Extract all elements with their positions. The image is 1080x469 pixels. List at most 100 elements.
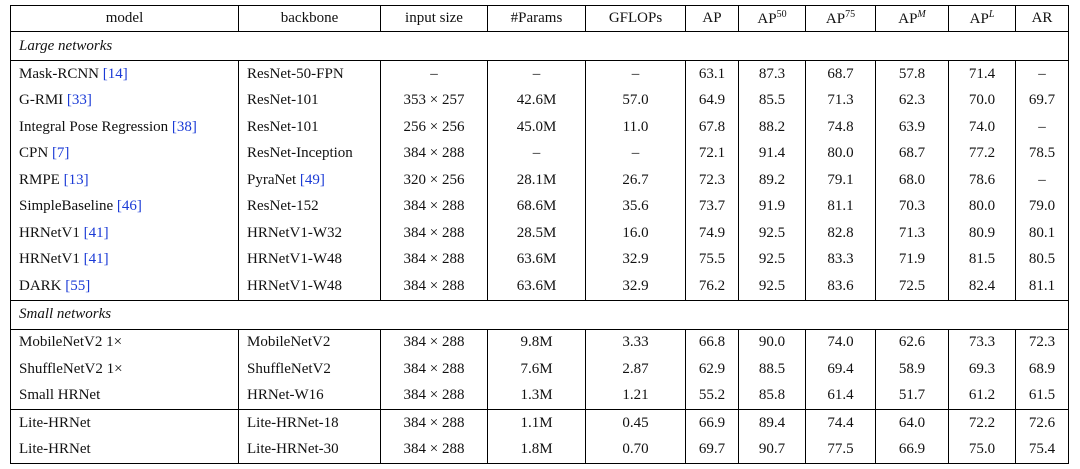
table-cell: 75.0: [948, 436, 1016, 464]
header-sup: 75: [845, 9, 856, 20]
header-text: AP: [969, 11, 989, 27]
table-cell: –: [380, 60, 488, 88]
table-cell: 1.21: [585, 382, 686, 410]
table-cell: 69.3: [948, 356, 1016, 383]
citation: [7]: [51, 145, 70, 162]
table-cell: Integral Pose Regression [38]: [10, 114, 239, 141]
table-row: ShuffleNetV2 1× ShuffleNetV2 384 × 288 7.6M…: [10, 356, 1069, 383]
table-cell: –: [1015, 167, 1069, 194]
table-cell: HRNetV1-W48: [238, 273, 381, 300]
cell-name: HRNetV1: [19, 224, 80, 241]
table-cell: 70.3: [875, 193, 949, 220]
table-cell: 80.0: [948, 193, 1016, 220]
table-cell: ShuffleNetV2 1×: [10, 356, 239, 383]
table-row: HRNetV1 [41] HRNetV1-W48 384 × 288 63.6M 32.…: [10, 246, 1069, 273]
table-cell: 92.5: [738, 220, 806, 247]
table-cell: 32.9: [585, 246, 686, 273]
table-cell: 1.3M: [487, 382, 586, 410]
table-cell: 82.4: [948, 273, 1016, 300]
table-cell: 90.0: [738, 329, 806, 356]
table-cell: 57.8: [875, 60, 949, 88]
table-cell: 63.6M: [487, 246, 586, 273]
table-cell: 72.2: [948, 409, 1016, 437]
table-cell: 74.4: [805, 409, 876, 437]
header-cell: AP50: [738, 5, 806, 32]
table-cell: 384 × 288: [380, 409, 488, 437]
citation: [46]: [116, 198, 142, 215]
header-text: AP: [825, 11, 846, 27]
table-cell: 69.4: [805, 356, 876, 383]
citation: [55]: [65, 277, 91, 294]
table-cell: 88.2: [738, 114, 806, 141]
table-cell: 64.9: [685, 87, 739, 114]
table-cell: ResNet-101: [238, 87, 381, 114]
table-cell: 66.8: [685, 329, 739, 356]
header-cell: input size: [380, 5, 488, 32]
table-cell: 42.6M: [487, 87, 586, 114]
table-cell: 1.1M: [487, 409, 586, 437]
table-cell: 83.6: [805, 273, 876, 300]
table-cell: 32.9: [585, 273, 686, 300]
table-cell: 91.9: [738, 193, 806, 220]
table-cell: 82.8: [805, 220, 876, 247]
table-cell: 81.1: [805, 193, 876, 220]
cell-name: G-RMI: [19, 92, 64, 109]
table-row: DARK [55] HRNetV1-W48 384 × 288 63.6M 32.9 76…: [10, 273, 1069, 300]
table-cell: 62.6: [875, 329, 949, 356]
table-cell: 384 × 288: [380, 273, 488, 300]
header-sup: L: [988, 9, 995, 20]
citation: [33]: [66, 92, 92, 109]
table-cell: 88.5: [738, 356, 806, 383]
table-cell: ShuffleNetV2: [238, 356, 381, 383]
table-cell: 80.1: [1015, 220, 1069, 247]
table-cell: 72.6: [1015, 409, 1069, 437]
table-cell: 68.0: [875, 167, 949, 194]
table-cell: MobileNetV2 1×: [10, 329, 239, 356]
table-cell: 384 × 288: [380, 382, 488, 410]
table-cell: 83.3: [805, 246, 876, 273]
table-cell: 61.5: [1015, 382, 1069, 410]
table-cell: 11.0: [585, 114, 686, 141]
table-cell: 90.7: [738, 436, 806, 464]
table-cell: –: [487, 60, 586, 88]
table-row: CPN [7] ResNet-Inception 384 × 288– –72.1 91…: [10, 140, 1069, 167]
table-cell: 384 × 288: [380, 436, 488, 464]
header-sup: M: [917, 9, 926, 20]
header-text: AP: [757, 11, 777, 27]
table-cell: 74.9: [685, 220, 739, 247]
table-cell: 63.9: [875, 114, 949, 141]
header-cell: model: [10, 5, 239, 32]
table-cell: ResNet-101: [238, 114, 381, 141]
table-cell: 74.8: [805, 114, 876, 141]
table-cell: 64.0: [875, 409, 949, 437]
section-title: Large networks: [10, 31, 1069, 61]
table-cell: 73.7: [685, 193, 739, 220]
table-cell: 80.9: [948, 220, 1016, 247]
table-cell: 353 × 257: [380, 87, 488, 114]
table-cell: 320 × 256: [380, 167, 488, 194]
table-cell: HRNetV1-W48: [238, 246, 381, 273]
table-cell: 87.3: [738, 60, 806, 88]
table-cell: 9.8M: [487, 329, 586, 356]
table-row: MobileNetV2 1× MobileNetV2 384 × 288 9.8M 3.…: [10, 329, 1069, 356]
table-row: RMPE [13] PyraNet [49] 320 × 256 28.1M 26.7 7…: [10, 167, 1069, 194]
cell-name: PyraNet: [247, 171, 297, 188]
table-cell: 69.7: [1015, 87, 1069, 114]
table-cell: –: [585, 60, 686, 88]
table-cell: –: [487, 140, 586, 167]
table-cell: 71.3: [875, 220, 949, 247]
table-cell: Small HRNet: [10, 382, 239, 410]
cell-name: SimpleBaseline: [19, 198, 114, 215]
table-cell: 0.70: [585, 436, 686, 464]
cell-name: HRNetV1: [19, 251, 80, 268]
citation: [41]: [83, 251, 109, 268]
table-cell: 384 × 288: [380, 356, 488, 383]
table-cell: 28.5M: [487, 220, 586, 247]
table-cell: 80.0: [805, 140, 876, 167]
table-cell: 67.8: [685, 114, 739, 141]
cell-name: Mask-RCNN: [19, 65, 100, 82]
table-cell: 75.4: [1015, 436, 1069, 464]
header-text: AP: [898, 11, 918, 27]
table-cell: 77.5: [805, 436, 876, 464]
table-cell: HRNetV1-W32: [238, 220, 381, 247]
